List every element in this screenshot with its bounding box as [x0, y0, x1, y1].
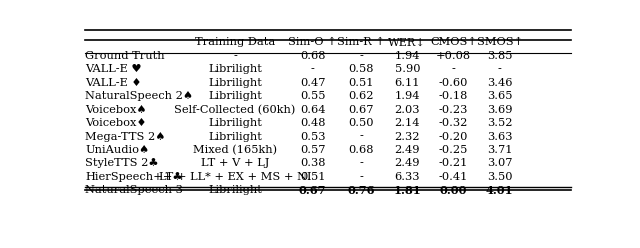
- Text: VALL-E ♥: VALL-E ♥: [85, 64, 141, 74]
- Text: 1.81: 1.81: [394, 185, 421, 196]
- Text: -: -: [359, 172, 363, 182]
- Text: 2.49: 2.49: [395, 158, 420, 168]
- Text: 0.68: 0.68: [349, 145, 374, 155]
- Text: 5.90: 5.90: [395, 64, 420, 74]
- Text: 2.49: 2.49: [395, 145, 420, 155]
- Text: Sim-O ↑: Sim-O ↑: [288, 37, 337, 47]
- Text: -0.60: -0.60: [439, 78, 468, 88]
- Text: 2.32: 2.32: [395, 131, 420, 142]
- Text: -0.20: -0.20: [439, 131, 468, 142]
- Text: -0.41: -0.41: [439, 172, 468, 182]
- Text: 0.51: 0.51: [300, 172, 325, 182]
- Text: 0.58: 0.58: [349, 64, 374, 74]
- Text: Librilight: Librilight: [208, 118, 262, 128]
- Text: -0.18: -0.18: [439, 91, 468, 101]
- Text: Mega-TTS 2♠: Mega-TTS 2♠: [85, 131, 166, 142]
- Text: -0.23: -0.23: [439, 105, 468, 115]
- Text: 3.07: 3.07: [487, 158, 513, 168]
- Text: LT + LL* + EX + MS + NI: LT + LL* + EX + MS + NI: [159, 172, 311, 182]
- Text: Ground Truth: Ground Truth: [85, 51, 164, 61]
- Text: Librilight: Librilight: [208, 91, 262, 101]
- Text: 0.67: 0.67: [349, 105, 374, 115]
- Text: 4.01: 4.01: [486, 185, 513, 196]
- Text: Training Data: Training Data: [195, 37, 275, 47]
- Text: 0.50: 0.50: [349, 118, 374, 128]
- Text: 0.76: 0.76: [348, 185, 375, 196]
- Text: -0.21: -0.21: [439, 158, 468, 168]
- Text: VALL-E ♦: VALL-E ♦: [85, 78, 141, 88]
- Text: 3.63: 3.63: [487, 131, 513, 142]
- Text: NaturalSpeech 2♠: NaturalSpeech 2♠: [85, 91, 193, 101]
- Text: 3.85: 3.85: [487, 51, 513, 61]
- Text: 0.57: 0.57: [300, 145, 325, 155]
- Text: 1.94: 1.94: [395, 91, 420, 101]
- Text: 1.94: 1.94: [395, 51, 420, 61]
- Text: WER↓: WER↓: [388, 37, 426, 47]
- Text: 3.52: 3.52: [487, 118, 513, 128]
- Text: Librilight: Librilight: [208, 64, 262, 74]
- Text: -: -: [359, 131, 363, 142]
- Text: 0.47: 0.47: [300, 78, 325, 88]
- Text: +0.08: +0.08: [436, 51, 471, 61]
- Text: Mixed (165kh): Mixed (165kh): [193, 145, 277, 155]
- Text: StyleTTS 2♣: StyleTTS 2♣: [85, 158, 159, 168]
- Text: -: -: [452, 64, 456, 74]
- Text: -0.25: -0.25: [439, 145, 468, 155]
- Text: 3.65: 3.65: [487, 91, 513, 101]
- Text: -: -: [310, 64, 315, 74]
- Text: 0.53: 0.53: [300, 131, 325, 142]
- Text: 0.55: 0.55: [300, 91, 325, 101]
- Text: 3.46: 3.46: [487, 78, 513, 88]
- Text: -: -: [359, 158, 363, 168]
- Text: Librilight: Librilight: [208, 185, 262, 195]
- Text: 0.38: 0.38: [300, 158, 325, 168]
- Text: 3.71: 3.71: [487, 145, 513, 155]
- Text: 6.33: 6.33: [395, 172, 420, 182]
- Text: Librilight: Librilight: [208, 131, 262, 142]
- Text: CMOS↑: CMOS↑: [430, 37, 477, 47]
- Text: Sim-R ↑: Sim-R ↑: [337, 37, 385, 47]
- Text: 0.51: 0.51: [349, 78, 374, 88]
- Text: 0.64: 0.64: [300, 105, 325, 115]
- Text: HierSpeech++♣: HierSpeech++♣: [85, 172, 182, 182]
- Text: 2.03: 2.03: [395, 105, 420, 115]
- Text: -: -: [498, 64, 502, 74]
- Text: 6.11: 6.11: [395, 78, 420, 88]
- Text: 3.50: 3.50: [487, 172, 513, 182]
- Text: -0.32: -0.32: [439, 118, 468, 128]
- Text: Voicebox♠: Voicebox♠: [85, 105, 147, 115]
- Text: UniAudio♠: UniAudio♠: [85, 145, 149, 155]
- Text: Librilight: Librilight: [208, 78, 262, 88]
- Text: 0.00: 0.00: [440, 185, 467, 196]
- Text: 0.62: 0.62: [349, 91, 374, 101]
- Text: 0.68: 0.68: [300, 51, 325, 61]
- Text: 2.14: 2.14: [395, 118, 420, 128]
- Text: 0.48: 0.48: [300, 118, 325, 128]
- Text: Self-Collected (60kh): Self-Collected (60kh): [174, 105, 296, 115]
- Text: -: -: [233, 51, 237, 61]
- Text: Voicebox♦: Voicebox♦: [85, 118, 147, 128]
- Text: -: -: [359, 51, 363, 61]
- Text: NaturalSpeech 3: NaturalSpeech 3: [85, 185, 183, 195]
- Text: 3.69: 3.69: [487, 105, 513, 115]
- Text: LT + V + LJ: LT + V + LJ: [201, 158, 269, 168]
- Text: 0.67: 0.67: [299, 185, 326, 196]
- Text: SMOS↑: SMOS↑: [477, 37, 523, 47]
